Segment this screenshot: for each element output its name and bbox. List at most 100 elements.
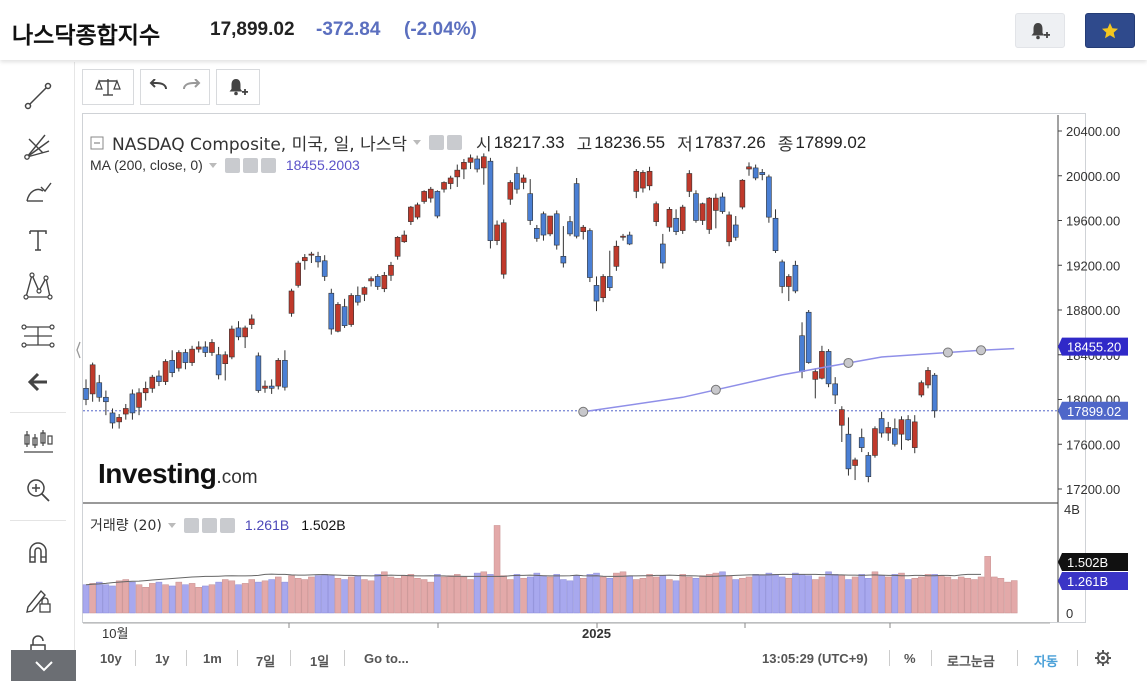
volume-bar bbox=[964, 577, 972, 614]
candle-body bbox=[593, 285, 600, 302]
range-1d[interactable]: 1일 bbox=[310, 654, 330, 669]
volume-bar bbox=[911, 577, 918, 614]
range-divider bbox=[931, 650, 932, 666]
brush-tool-icon bbox=[26, 182, 52, 202]
volume-bar bbox=[851, 576, 859, 614]
candle-body bbox=[746, 166, 752, 170]
range-10y[interactable]: 10y bbox=[100, 651, 122, 666]
candle-body bbox=[732, 224, 739, 238]
candle-body bbox=[447, 177, 454, 184]
volume-bar bbox=[825, 571, 832, 614]
undo-button[interactable] bbox=[141, 79, 175, 95]
line-tool-button[interactable] bbox=[20, 78, 56, 114]
volume-bar bbox=[520, 577, 527, 614]
instrument-title: 나스닥종합지수 bbox=[12, 23, 161, 49]
candle bbox=[248, 314, 255, 330]
range-7d[interactable]: 7일 bbox=[256, 654, 276, 669]
candle bbox=[567, 216, 573, 237]
zoom-in-button[interactable] bbox=[20, 472, 56, 508]
volume-bar bbox=[818, 576, 826, 614]
auto-scale-toggle[interactable]: 자동 bbox=[1034, 654, 1058, 669]
settings-gear-icon[interactable] bbox=[447, 135, 463, 150]
volume-bar bbox=[188, 583, 196, 614]
panel-resize-handle[interactable] bbox=[76, 338, 81, 362]
volume-bar bbox=[354, 575, 362, 614]
candle bbox=[706, 197, 713, 234]
range-1m[interactable]: 1m bbox=[203, 651, 222, 666]
text-tool-button[interactable] bbox=[20, 222, 56, 258]
create-alert-button[interactable] bbox=[1015, 13, 1065, 48]
lock-drawings-button[interactable] bbox=[20, 582, 56, 618]
indicators-button[interactable] bbox=[20, 424, 56, 460]
candle bbox=[772, 209, 779, 253]
volume-settings-icon[interactable] bbox=[201, 517, 217, 533]
volume-bar bbox=[129, 581, 136, 614]
candle-body bbox=[301, 257, 308, 262]
candle-body bbox=[368, 278, 374, 282]
candle bbox=[242, 325, 248, 349]
go-to-date-button[interactable]: Go to... bbox=[364, 651, 409, 666]
candle-body bbox=[587, 230, 593, 278]
candle bbox=[96, 374, 103, 402]
compare-button[interactable] bbox=[82, 69, 134, 105]
percent-scale-toggle[interactable]: % bbox=[904, 651, 916, 666]
cursor-arrow-button[interactable] bbox=[20, 364, 56, 400]
volume-bar bbox=[102, 584, 110, 614]
candle-body bbox=[865, 455, 872, 477]
pattern-tool-button[interactable] bbox=[20, 268, 56, 304]
candle-body bbox=[262, 385, 268, 389]
ma-visibility-icon[interactable] bbox=[224, 157, 240, 173]
fib-tool-button[interactable] bbox=[20, 128, 56, 164]
volume-bar bbox=[745, 576, 753, 614]
volume-bar bbox=[944, 576, 952, 614]
brush-tool-button[interactable] bbox=[20, 174, 56, 210]
instrument-label: NASDAQ Composite, 미국, 일, 나스닥 bbox=[112, 135, 408, 155]
volume-bar bbox=[785, 577, 793, 614]
visibility-icon[interactable] bbox=[429, 135, 445, 150]
candle-body bbox=[553, 213, 560, 246]
candle bbox=[361, 286, 368, 302]
volume-bar bbox=[248, 579, 255, 614]
legend-caret-icon[interactable] bbox=[413, 140, 422, 145]
candle bbox=[613, 240, 620, 271]
volume-bar bbox=[149, 583, 156, 614]
clock-time[interactable]: 13:05:29 (UTC+9) bbox=[762, 651, 868, 666]
candle-body bbox=[408, 206, 414, 222]
collapse-legend-icon[interactable] bbox=[90, 136, 104, 150]
candle-body bbox=[772, 217, 779, 252]
volume-bar bbox=[672, 580, 680, 614]
volume-remove-icon[interactable] bbox=[219, 517, 235, 533]
candle-body bbox=[885, 427, 892, 434]
volume-bar bbox=[984, 556, 991, 614]
ma-remove-icon[interactable] bbox=[260, 157, 276, 173]
toolbar-collapse-button[interactable] bbox=[11, 650, 76, 681]
ma-caret-icon[interactable] bbox=[208, 162, 217, 168]
range-1y[interactable]: 1y bbox=[155, 651, 170, 666]
volume-bar bbox=[871, 571, 879, 614]
redo-button[interactable] bbox=[175, 79, 209, 95]
candle bbox=[288, 288, 295, 317]
add-to-watchlist-button[interactable] bbox=[1085, 13, 1135, 48]
ma-settings-icon[interactable] bbox=[242, 157, 258, 173]
volume-bar bbox=[434, 574, 441, 614]
candle bbox=[560, 226, 567, 268]
measure-tool-button[interactable] bbox=[20, 318, 56, 354]
volume-bar bbox=[878, 575, 885, 614]
volume-bar bbox=[659, 575, 667, 614]
add-alert-button[interactable] bbox=[216, 69, 260, 105]
price-tick-label: 17200.00 bbox=[1066, 482, 1120, 497]
candle-body bbox=[892, 428, 898, 445]
time-tick-label: 2025 bbox=[582, 626, 611, 641]
volume-bar bbox=[884, 576, 892, 614]
volume-visibility-icon[interactable] bbox=[183, 517, 199, 533]
magnet-button[interactable] bbox=[20, 534, 56, 570]
candle-body bbox=[288, 290, 295, 314]
volume-caret-icon[interactable] bbox=[167, 522, 176, 528]
candle bbox=[83, 379, 89, 406]
chart-settings-button[interactable] bbox=[1094, 649, 1112, 670]
undo-redo-group bbox=[140, 69, 210, 105]
candle bbox=[825, 349, 832, 388]
log-scale-toggle[interactable]: 로그눈금 bbox=[947, 654, 995, 669]
price-tick-label: 17600.00 bbox=[1066, 437, 1120, 452]
